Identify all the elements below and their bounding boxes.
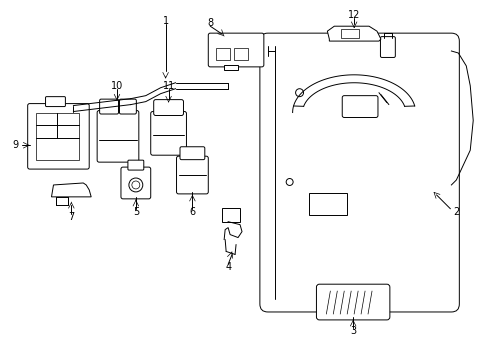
FancyBboxPatch shape xyxy=(97,111,139,162)
FancyBboxPatch shape xyxy=(28,104,89,169)
Text: 12: 12 xyxy=(347,10,360,20)
Text: 2: 2 xyxy=(452,207,459,217)
FancyBboxPatch shape xyxy=(45,96,65,107)
Text: 7: 7 xyxy=(68,212,74,222)
Text: 10: 10 xyxy=(111,81,123,91)
Bar xyxy=(224,65,238,70)
FancyBboxPatch shape xyxy=(259,33,458,312)
FancyBboxPatch shape xyxy=(119,99,136,114)
Text: 5: 5 xyxy=(132,207,139,217)
Polygon shape xyxy=(326,26,380,41)
FancyBboxPatch shape xyxy=(316,284,389,320)
FancyBboxPatch shape xyxy=(100,99,118,114)
Bar xyxy=(234,48,247,60)
FancyBboxPatch shape xyxy=(342,96,377,117)
Text: 1: 1 xyxy=(162,16,168,26)
Bar xyxy=(222,208,240,222)
Bar xyxy=(341,29,358,38)
FancyBboxPatch shape xyxy=(128,160,143,170)
Polygon shape xyxy=(51,183,91,197)
Bar xyxy=(216,48,230,60)
FancyBboxPatch shape xyxy=(208,33,264,67)
Text: 4: 4 xyxy=(224,262,231,272)
FancyBboxPatch shape xyxy=(176,156,208,194)
Bar xyxy=(36,113,79,160)
Text: 6: 6 xyxy=(189,207,195,217)
Bar xyxy=(56,197,68,205)
FancyBboxPatch shape xyxy=(121,167,150,199)
Text: 11: 11 xyxy=(162,81,174,91)
Text: 9: 9 xyxy=(13,140,19,150)
Text: 3: 3 xyxy=(349,326,355,336)
Text: 8: 8 xyxy=(207,18,213,28)
FancyBboxPatch shape xyxy=(180,147,204,159)
Bar xyxy=(309,193,346,215)
FancyBboxPatch shape xyxy=(380,37,394,58)
FancyBboxPatch shape xyxy=(150,112,186,155)
FancyBboxPatch shape xyxy=(153,100,183,116)
